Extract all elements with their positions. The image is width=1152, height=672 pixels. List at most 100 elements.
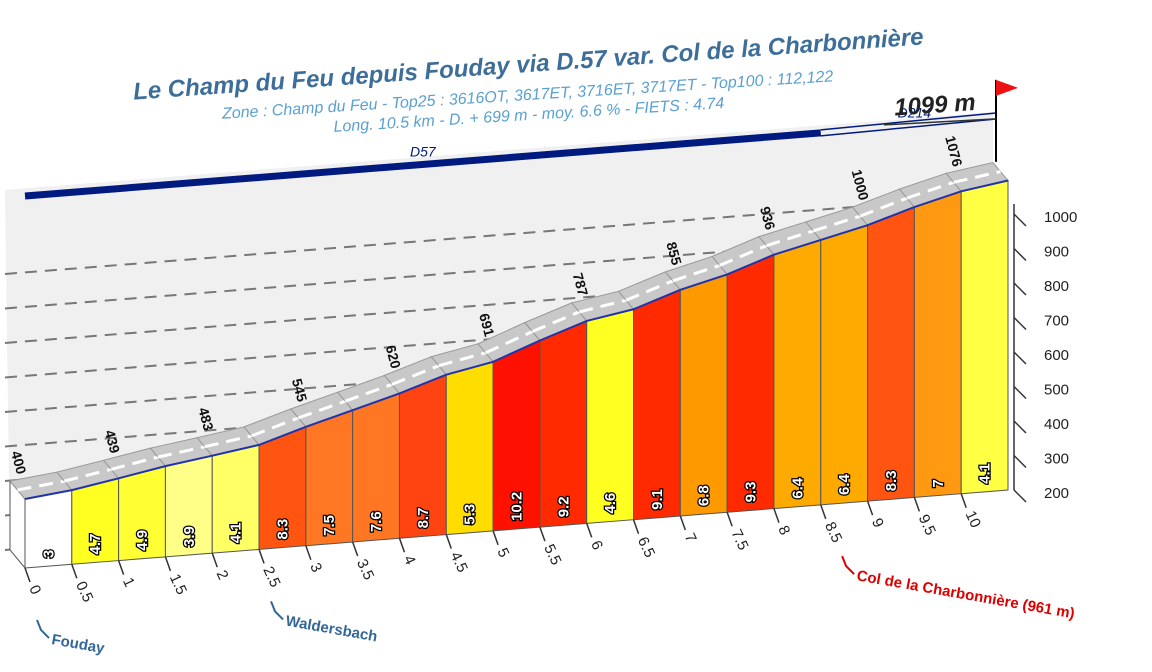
profile-line [24, 179, 1009, 500]
place-label: Fouday [50, 631, 106, 657]
segment [773, 239, 822, 510]
road-centerline [204, 434, 252, 449]
x-tick-label: 0.5 [72, 579, 96, 605]
x-tick [539, 526, 546, 542]
x-tick-label: 5 [493, 545, 512, 560]
x-tick-label: 0 [25, 583, 44, 598]
y-tick-label: 500 [1044, 382, 1069, 399]
y-tick [1013, 316, 1027, 331]
road-centerline [344, 382, 393, 403]
gradient-label: 7.5 [321, 515, 338, 536]
y-tick [1013, 454, 1027, 469]
segment [586, 308, 635, 524]
y-tick-label: 300 [1044, 451, 1069, 468]
road-centerline [812, 214, 861, 233]
x-tick [820, 504, 827, 520]
x-tick-label: 9.5 [915, 512, 939, 538]
x-tick-label: 4 [400, 553, 419, 568]
road [820, 118, 997, 137]
x-tick-label: 3.5 [353, 557, 377, 583]
road-centerline [297, 399, 346, 420]
grid-line [4, 195, 994, 275]
x-tick [71, 564, 78, 579]
y-tick [1013, 213, 1027, 227]
road-centerline [251, 416, 299, 438]
x-tick-label: 6 [587, 538, 606, 553]
gradient-label: 4.9 [134, 530, 151, 551]
gradient-label: 5.3 [462, 504, 479, 525]
gradient-label: 8.3 [274, 519, 291, 540]
elevation-label: 936 [757, 205, 779, 232]
x-tick [679, 515, 687, 531]
place-label: Waldersbach [284, 613, 378, 646]
road [820, 112, 997, 131]
road-centerline [578, 298, 627, 314]
gradient-label: 4.6 [602, 493, 619, 514]
x-tick [866, 500, 874, 516]
x-tick [492, 530, 499, 546]
x-tick-label: 7 [681, 531, 700, 546]
road-centerline [17, 479, 65, 492]
gradient-label: 4.7 [87, 534, 104, 555]
x-tick-label: 1 [119, 575, 138, 590]
elevation-label: 787 [570, 271, 592, 298]
x-tick [445, 534, 452, 549]
gradient-label: 6.4 [836, 473, 853, 495]
x-tick-label: 3 [306, 560, 325, 575]
gradient-label: 3.9 [181, 526, 198, 547]
elevation-label: 439 [102, 428, 124, 455]
x-tick [398, 538, 406, 553]
y-tick-label: 800 [1044, 278, 1069, 295]
segment [820, 224, 869, 506]
summit-underline [883, 118, 997, 126]
y-tick [1013, 247, 1027, 262]
x-tick-label: 1.5 [166, 571, 190, 597]
x-tick [24, 567, 31, 583]
x-tick-label: 2.5 [259, 564, 283, 590]
elevation-label: 855 [663, 240, 685, 267]
gradient-label: 8.7 [415, 508, 432, 529]
place-label: Col de la Charbonnière (961 m) [855, 567, 1075, 622]
road-centerline [484, 330, 534, 355]
place-marker [841, 555, 855, 575]
road-centerline [63, 467, 112, 483]
road-centerline [672, 263, 721, 283]
y-tick-label: 1000 [1044, 209, 1077, 226]
x-tick-label: 8 [774, 523, 793, 538]
x-tick-label: 8.5 [821, 519, 845, 545]
elevation-label: 400 [8, 449, 30, 476]
x-tick [726, 512, 733, 527]
summit-label: 1099 m [893, 89, 976, 122]
gradient-label: 3 [40, 550, 57, 558]
elevation-label: 1076 [942, 134, 966, 168]
road-centerline [766, 229, 814, 248]
segment [726, 253, 775, 513]
gradient-label: 4.1 [977, 463, 994, 484]
road-centerline [625, 279, 674, 302]
road-centerline [110, 455, 159, 471]
segment [867, 206, 915, 502]
road [24, 129, 822, 200]
y-tick-label: 400 [1044, 416, 1069, 433]
x-tick-label: 6.5 [634, 534, 658, 560]
x-tick [960, 493, 967, 508]
elevation-label: 1000 [849, 168, 873, 202]
x-tick [632, 519, 640, 534]
segment [960, 179, 1009, 495]
gradient-label: 9.2 [555, 496, 572, 517]
x-tick [913, 497, 921, 512]
segment [679, 273, 728, 517]
road-centerline [531, 310, 580, 333]
y-tick [1013, 420, 1027, 434]
road-centerline [953, 170, 1001, 184]
road-centerline [157, 445, 206, 459]
x-tick [258, 549, 265, 564]
gradient-label: 7 [930, 479, 947, 487]
gradient-label: 10.2 [509, 492, 526, 521]
place-marker [270, 601, 284, 621]
segment [539, 320, 588, 528]
y-tick-label: 600 [1044, 347, 1069, 364]
road-centerline [859, 196, 908, 218]
elevation-label: 691 [476, 312, 498, 339]
